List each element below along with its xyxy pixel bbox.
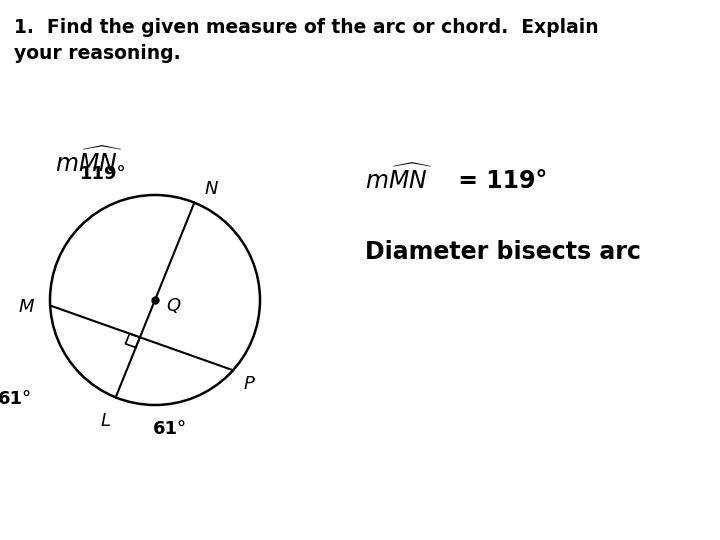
Text: = 119°: = 119° [450,169,547,193]
Text: $m\widehat{MN}$: $m\widehat{MN}$ [55,148,122,178]
Text: Q: Q [166,297,180,315]
Text: $m\widehat{MN}$: $m\widehat{MN}$ [365,165,433,194]
Text: L: L [101,413,111,430]
Text: P: P [243,375,254,393]
Text: your reasoning.: your reasoning. [14,44,181,63]
Text: 1.  Find the given measure of the arc or chord.  Explain: 1. Find the given measure of the arc or … [14,18,598,37]
Text: M: M [19,299,34,316]
Text: 119°: 119° [80,165,126,183]
Text: N: N [204,180,218,198]
Text: 61°: 61° [0,390,32,408]
Text: 61°: 61° [153,420,187,438]
Text: Diameter bisects arc: Diameter bisects arc [365,240,641,264]
